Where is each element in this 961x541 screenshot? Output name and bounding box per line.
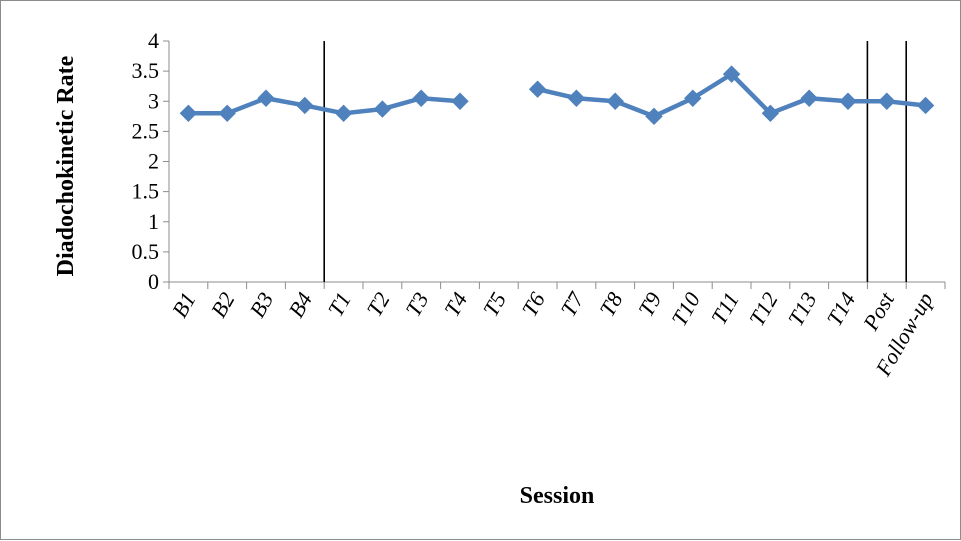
y-tick-label: 3.5 <box>132 58 160 83</box>
x-tick-label: T13 <box>783 288 822 330</box>
y-axis-title: Diadochokinetic Rate <box>53 55 79 276</box>
phase-dividers <box>323 41 908 282</box>
x-tick-label: T1 <box>323 288 356 321</box>
x-tick-label: T7 <box>555 287 589 320</box>
data-point-marker <box>218 104 236 123</box>
x-tick-label: T3 <box>400 288 433 321</box>
series-0 <box>179 65 935 126</box>
data-point-marker <box>257 89 275 107</box>
x-tick-label: B3 <box>244 288 278 322</box>
data-point-marker <box>451 92 469 110</box>
y-tick-labels: 0 0.5 1 1.5 2 2.5 3 3.5 4 <box>132 28 160 294</box>
data-point-marker <box>606 92 624 110</box>
y-tick-label: 0 <box>148 269 159 294</box>
data-point-marker <box>761 104 780 123</box>
x-axis-title: Session <box>520 483 595 509</box>
data-point-marker <box>567 89 586 107</box>
axes <box>163 40 946 289</box>
data-point-marker <box>916 96 935 115</box>
x-tick-label: T12 <box>744 288 783 330</box>
y-tick-label: 3 <box>148 88 159 113</box>
x-tick-label: B4 <box>283 288 317 322</box>
x-tick-label: B2 <box>206 288 240 322</box>
x-tick-label: B1 <box>167 288 201 322</box>
data-point-marker <box>684 89 702 107</box>
x-tick-label: T14 <box>822 288 861 330</box>
data-point-marker <box>296 96 314 115</box>
data-point-marker <box>800 89 818 107</box>
y-tick-label: 1.5 <box>132 179 160 204</box>
data-point-marker <box>528 80 547 98</box>
x-tick-labels: B1 B2 B3 B4 T1 T2 T3 T4 T5 T6 T7 T8 T9 T10 T11 T12 T13 T1… <box>167 287 938 381</box>
data-point-marker <box>878 92 896 110</box>
data-point-marker <box>412 89 430 107</box>
data-point-marker <box>839 92 857 110</box>
x-tick-label: T8 <box>594 288 627 321</box>
x-tick-label: T9 <box>633 288 666 321</box>
data-point-marker <box>334 104 353 123</box>
x-tick-label: T5 <box>478 288 511 321</box>
y-tick-label: 0.5 <box>132 239 160 264</box>
x-tick-label: T4 <box>439 288 472 321</box>
data-point-marker <box>179 104 198 123</box>
series-layer <box>179 65 935 126</box>
data-point-marker <box>722 65 741 83</box>
y-tick-label: 4 <box>148 28 159 53</box>
x-tick-label: T10 <box>666 288 705 330</box>
data-point-marker <box>645 107 663 126</box>
x-tick-label: T11 <box>706 288 744 329</box>
y-tick-label: 2 <box>148 149 159 174</box>
y-tick-label: 2.5 <box>132 118 160 143</box>
x-tick-label: T6 <box>517 288 550 321</box>
y-tick-label: 1 <box>148 209 159 234</box>
data-point-marker <box>373 100 392 118</box>
x-tick-label: T2 <box>361 288 394 321</box>
